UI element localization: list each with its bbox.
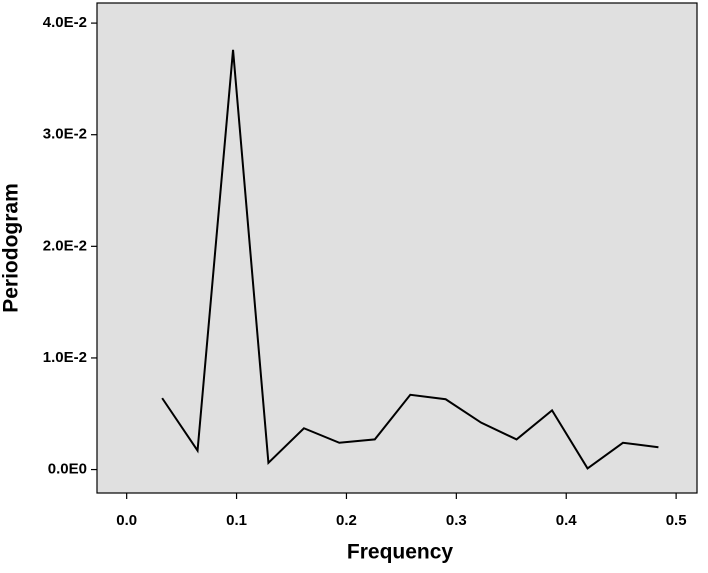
- y-tick-label: 4.0E-2: [43, 14, 87, 31]
- plot-area: [96, 2, 698, 494]
- x-axis-title: Frequency: [347, 541, 454, 564]
- line-series: [161, 49, 659, 470]
- y-tick-label: 2.0E-2: [43, 237, 87, 254]
- y-tick-label: 1.0E-2: [43, 349, 87, 366]
- x-tick-label: 0.0: [116, 512, 137, 529]
- y-tick-label: 3.0E-2: [43, 126, 87, 143]
- y-axis-title: Periodogram: [0, 183, 23, 313]
- x-tick-label: 0.1: [226, 512, 247, 529]
- x-tick-label: 0.2: [336, 512, 357, 529]
- x-tick-label: 0.4: [556, 512, 578, 529]
- y-tick-label: 0.0E0: [48, 461, 87, 478]
- x-tick-label: 0.3: [446, 512, 467, 529]
- x-tick-label: 0.5: [666, 512, 687, 529]
